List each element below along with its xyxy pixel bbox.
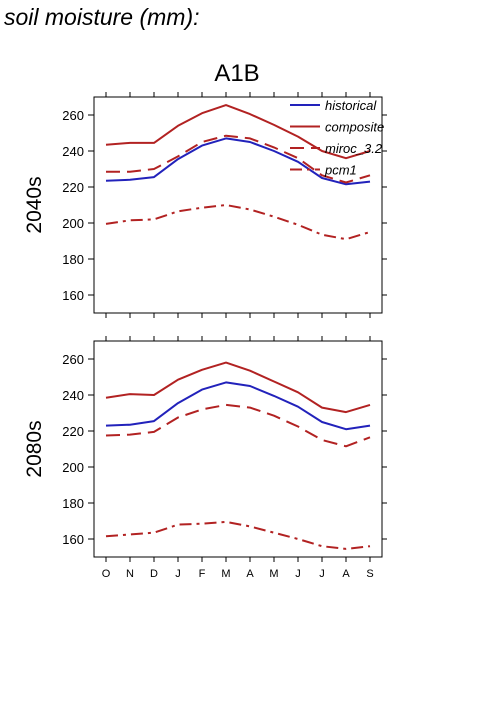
y-tick-label: 200: [62, 460, 84, 475]
y-tick-label: 240: [62, 144, 84, 159]
page-title: soil moisture (mm):: [4, 4, 200, 30]
y-tick-label: 260: [62, 352, 84, 367]
x-tick-label: S: [366, 568, 373, 580]
legend-label-pcm1: pcm1: [324, 163, 357, 178]
series-line-pcm1: [105, 204, 371, 241]
panels: 160 180 200 220 240 260 2040s historical composi…: [23, 92, 387, 562]
x-tick-label: D: [150, 568, 158, 580]
x-tick-label: O: [102, 568, 111, 580]
legend-label-composite: composite: [325, 120, 384, 135]
x-tick-label: J: [175, 568, 181, 580]
series-line-miroc_3.2: [106, 134, 371, 184]
plot-frame: [93, 96, 383, 314]
x-tick-label: N: [126, 568, 134, 580]
y-tick-label: 220: [62, 424, 84, 439]
y-tick-label: 220: [62, 180, 84, 195]
series-line-composite: [105, 104, 371, 160]
legend: historical composite miroc_3.2 pcm1: [290, 98, 384, 178]
x-tick-label: A: [246, 568, 254, 580]
x-tick-label: M: [269, 568, 278, 580]
x-tick-label: A: [342, 568, 350, 580]
y-tick-label: 160: [62, 288, 84, 303]
panel-label: 2080s: [23, 420, 46, 477]
series-line-miroc_3.2: [105, 403, 371, 448]
x-tick-label: J: [295, 568, 301, 580]
column-title: A1B: [214, 60, 259, 87]
plot-frame: [93, 340, 383, 558]
y-tick-label: 200: [62, 216, 84, 231]
series-line-historical: [105, 137, 371, 186]
x-tick-label: F: [199, 568, 206, 580]
panel-2080s: 160 180 200 220 240 260 2080s: [23, 336, 387, 562]
series-line-pcm1: [105, 520, 371, 550]
panel-label: 2040s: [23, 176, 46, 233]
x-tick-label: J: [319, 568, 325, 580]
y-tick-label: 180: [62, 252, 84, 267]
y-tick-label: 180: [62, 496, 84, 511]
x-tick-label: M: [221, 568, 230, 580]
legend-label-miroc_3.2: miroc_3.2: [325, 141, 383, 156]
y-tick-label: 260: [62, 108, 84, 123]
series-line-composite: [105, 361, 371, 414]
series-line-historical: [105, 381, 371, 431]
legend-label-historical: historical: [325, 98, 377, 113]
y-tick-label: 240: [62, 388, 84, 403]
panel-2040s: 160 180 200 220 240 260 2040s historical composi…: [23, 92, 387, 318]
y-tick-label: 160: [62, 532, 84, 547]
